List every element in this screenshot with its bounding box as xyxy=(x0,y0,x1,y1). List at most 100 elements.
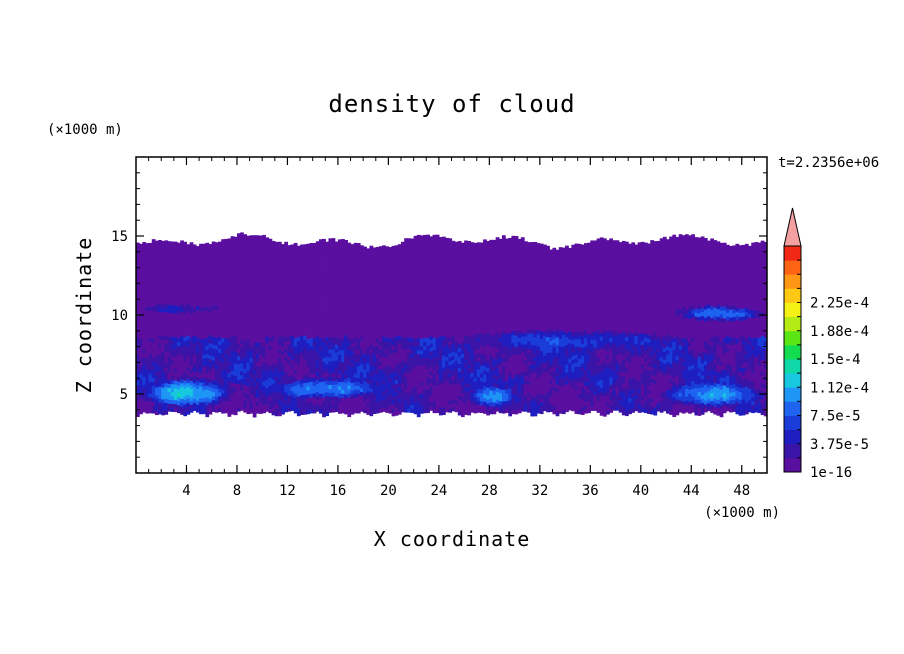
density-cell xyxy=(284,403,289,409)
density-cell xyxy=(369,320,374,326)
density-cell xyxy=(378,372,383,378)
density-cell xyxy=(252,341,257,347)
density-cell xyxy=(262,266,266,272)
density-cell xyxy=(413,334,418,340)
density-cell xyxy=(360,288,364,294)
density-cell xyxy=(404,321,408,326)
density-cell xyxy=(372,302,377,308)
density-cell xyxy=(145,247,150,252)
density-cell xyxy=(382,269,386,274)
density-cell xyxy=(401,352,405,357)
density-cell xyxy=(341,341,345,347)
density-cell xyxy=(300,378,304,384)
density-cell xyxy=(186,291,191,297)
density-cell xyxy=(268,392,273,398)
density-cell xyxy=(325,285,330,290)
density-cell xyxy=(151,401,156,406)
density-cell xyxy=(240,382,244,388)
density-cell xyxy=(246,358,251,363)
density-cell xyxy=(214,277,219,283)
density-cell xyxy=(205,254,210,260)
density-cell xyxy=(227,388,232,394)
density-cell xyxy=(158,267,162,273)
density-cell xyxy=(473,333,478,339)
density-cell xyxy=(489,279,494,284)
density-cell xyxy=(202,326,206,332)
density-cell xyxy=(154,394,159,400)
density-cell xyxy=(476,285,481,291)
density-cell xyxy=(457,296,462,301)
density-cell xyxy=(139,370,143,375)
density-cell xyxy=(486,284,490,290)
density-cell xyxy=(473,310,478,315)
density-cell xyxy=(318,385,323,390)
density-cell xyxy=(363,250,367,256)
density-cell xyxy=(252,310,257,315)
density-cell xyxy=(214,396,219,401)
density-cell xyxy=(221,302,225,307)
density-cell xyxy=(442,264,446,269)
density-cell xyxy=(341,290,345,295)
density-cell xyxy=(136,242,140,248)
density-cell xyxy=(142,269,147,275)
density-cell xyxy=(259,373,263,379)
density-cell xyxy=(227,277,232,283)
density-cell xyxy=(483,251,487,256)
density-cell xyxy=(470,333,475,338)
density-cell xyxy=(382,280,386,286)
density-cell xyxy=(382,340,386,345)
density-cell xyxy=(363,262,367,267)
density-cell xyxy=(457,256,462,262)
density-cell xyxy=(164,303,169,309)
density-cell xyxy=(318,278,323,284)
density-cell xyxy=(483,263,487,268)
density-cell xyxy=(252,243,257,248)
density-cell xyxy=(177,337,181,343)
density-cell xyxy=(419,286,424,292)
density-cell xyxy=(246,251,251,257)
density-cell xyxy=(382,320,386,325)
density-cell xyxy=(287,300,292,305)
density-cell xyxy=(435,365,440,370)
density-cell xyxy=(151,333,156,339)
density-cell xyxy=(164,271,169,277)
density-cell xyxy=(416,278,421,283)
density-cell xyxy=(353,298,358,303)
density-cell xyxy=(252,254,257,260)
density-cell xyxy=(249,409,254,414)
density-cell xyxy=(154,374,159,380)
density-cell xyxy=(192,390,197,396)
density-cell xyxy=(300,347,304,352)
density-cell xyxy=(337,243,342,248)
density-cell xyxy=(306,299,311,304)
density-cell xyxy=(438,391,443,396)
density-cell xyxy=(252,302,257,307)
density-cell xyxy=(202,405,206,411)
density-cell xyxy=(416,262,421,268)
density-cell xyxy=(419,251,424,256)
density-cell xyxy=(218,241,222,247)
density-cell xyxy=(315,268,320,274)
density-cell xyxy=(139,401,143,407)
density-cell xyxy=(290,390,295,396)
density-cell xyxy=(350,374,355,380)
density-cell xyxy=(479,404,484,410)
density-cell xyxy=(233,236,238,242)
density-cell xyxy=(268,365,273,370)
density-cell xyxy=(230,334,235,340)
density-cell xyxy=(337,298,342,304)
density-cell xyxy=(328,265,333,271)
density-cell xyxy=(407,352,412,358)
density-cell xyxy=(255,373,260,379)
density-cell xyxy=(407,388,412,393)
density-cell xyxy=(486,241,490,246)
density-cell xyxy=(353,349,358,355)
density-cell xyxy=(151,310,156,315)
density-cell xyxy=(404,242,408,247)
density-cell xyxy=(192,279,197,285)
density-cell xyxy=(284,336,289,342)
density-cell xyxy=(296,297,301,302)
density-cell xyxy=(476,400,481,405)
density-cell xyxy=(492,251,497,257)
density-cell xyxy=(464,366,468,372)
